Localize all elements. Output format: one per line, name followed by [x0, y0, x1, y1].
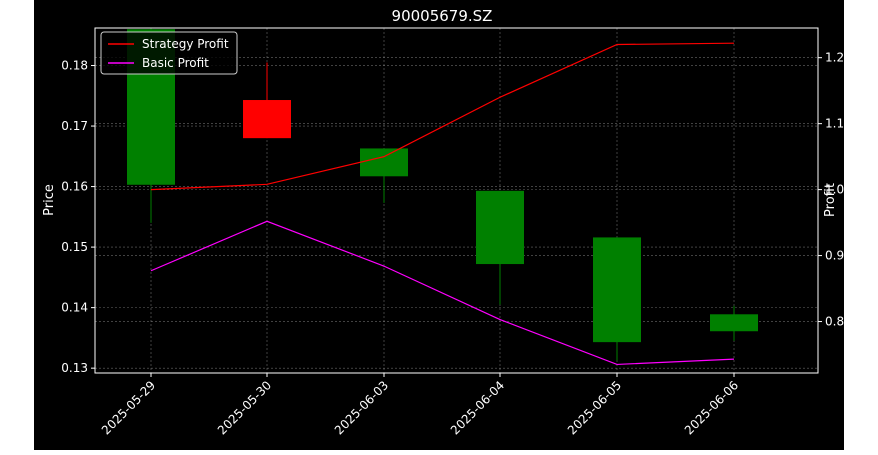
date-tick-label: 2025-06-06 — [682, 378, 741, 437]
date-tick-label: 2025-06-03 — [332, 378, 391, 437]
price-tick-label: 0.13 — [61, 361, 88, 375]
profit-tick-label: 1.2 — [825, 51, 844, 65]
candle-body — [710, 314, 758, 332]
legend-label-strategy: Strategy Profit — [142, 37, 229, 51]
profit-tick-label: 0.9 — [825, 249, 844, 263]
line-basic-profit — [150, 220, 735, 366]
date-axis-ticks: 2025-05-29 2025-05-30 2025-06-03 2025-06-04… — [99, 373, 741, 437]
price-axis-ticks: 0.13 0.14 0.15 0.16 0.17 0.18 — [61, 59, 95, 375]
candle-2025-06-06 — [710, 305, 758, 341]
candle-body — [360, 148, 408, 177]
profit-tick-label: 1.1 — [825, 117, 844, 131]
chart-svg: 90005679.SZ 0.13 0.14 0.15 0.16 0.17 0.18 0.8… — [42, 7, 844, 437]
date-tick-label: 2025-05-29 — [99, 378, 158, 437]
candlestick-series — [127, 28, 758, 361]
profit-tick-label: 1.0 — [825, 183, 844, 197]
candle-body — [476, 190, 524, 265]
date-tick-label: 2025-05-30 — [215, 378, 274, 437]
chart-figure: 90005679.SZ 0.13 0.14 0.15 0.16 0.17 0.18 0.8… — [34, 0, 844, 450]
date-tick-label: 2025-06-04 — [448, 378, 507, 437]
candle-body — [593, 237, 641, 343]
price-tick-label: 0.14 — [61, 301, 88, 315]
legend-box — [100, 31, 238, 75]
candle-2025-06-03 — [360, 148, 408, 203]
chart-title: 90005679.SZ — [392, 7, 493, 25]
price-axis-label: Price — [42, 184, 57, 216]
candle-2025-06-04 — [476, 190, 524, 305]
price-tick-label: 0.15 — [61, 240, 88, 254]
plot-frame — [94, 27, 819, 374]
grid-lines — [95, 28, 818, 373]
line-strategy-profit — [150, 42, 735, 191]
legend-label-basic: Basic Profit — [142, 56, 209, 70]
date-tick-label: 2025-06-05 — [565, 378, 624, 437]
legend: Strategy Profit Basic Profit — [100, 31, 238, 75]
profit-lines — [150, 42, 735, 366]
candle-2025-05-30 — [243, 62, 291, 139]
price-tick-label: 0.18 — [61, 59, 88, 73]
price-tick-label: 0.17 — [61, 119, 88, 133]
candle-2025-06-05 — [593, 237, 641, 361]
profit-axis-ticks: 0.8 0.9 1.0 1.1 1.2 — [818, 51, 844, 329]
candle-body — [243, 100, 291, 139]
price-tick-label: 0.16 — [61, 180, 88, 194]
profit-tick-label: 0.8 — [825, 315, 844, 329]
profit-axis-label: Profit — [823, 183, 838, 217]
